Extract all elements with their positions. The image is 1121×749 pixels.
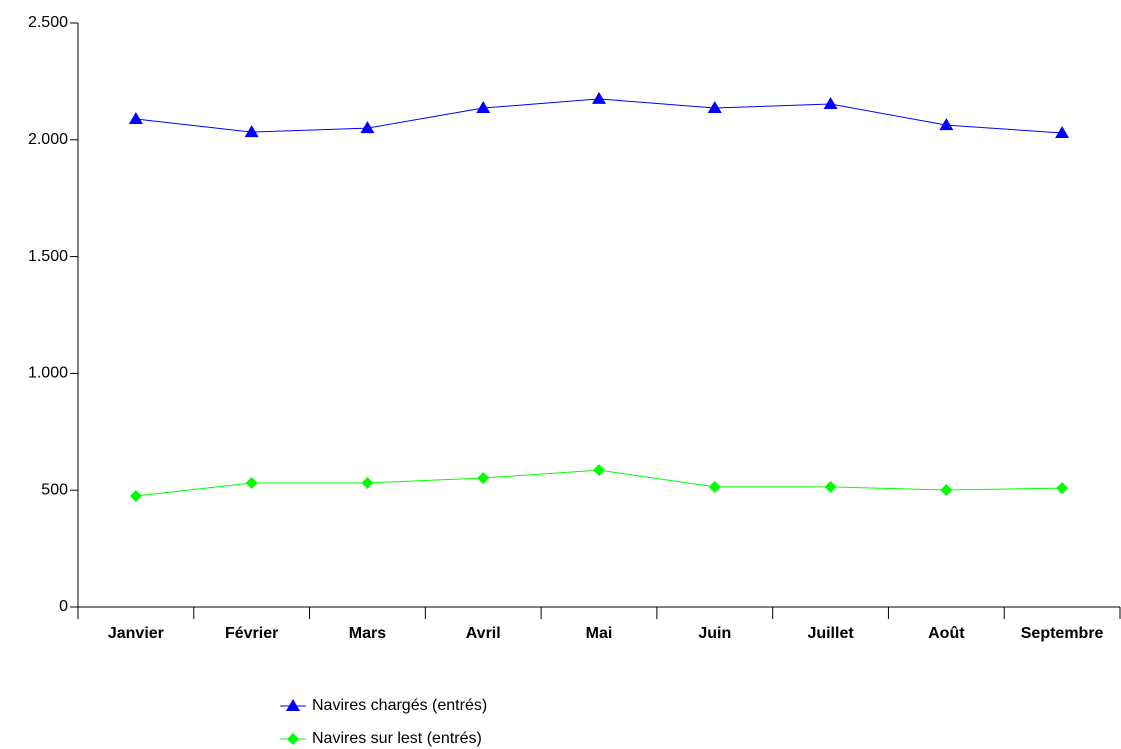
x-tick-label: Août (928, 625, 965, 642)
marker (245, 476, 258, 489)
marker (360, 121, 375, 134)
x-tick-label: Février (225, 625, 278, 642)
legend-label: Navires sur lest (entrés) (312, 730, 482, 747)
marker (1056, 482, 1069, 495)
marker (823, 97, 838, 110)
y-tick-label: 2.000 (28, 131, 68, 148)
x-tick-label: Juin (698, 625, 731, 642)
y-tick-label: 500 (41, 481, 68, 498)
marker (824, 480, 837, 493)
marker (708, 480, 721, 493)
marker (476, 101, 491, 114)
marker (244, 125, 259, 138)
x-tick-label: Septembre (1021, 625, 1104, 642)
x-tick-label: Avril (466, 625, 501, 642)
marker (361, 476, 374, 489)
marker (128, 112, 143, 125)
legend-marker (286, 699, 300, 711)
legend-label: Navires chargés (entrés) (312, 697, 487, 714)
series-line (135, 98, 1063, 134)
marker (707, 101, 722, 114)
marker (477, 472, 490, 485)
x-tick-label: Juillet (807, 625, 854, 642)
marker (592, 91, 606, 104)
y-tick-label: 1.000 (28, 365, 68, 382)
marker (1055, 126, 1070, 139)
legend-marker (287, 733, 299, 745)
x-tick-label: Janvier (108, 625, 164, 642)
marker (940, 483, 953, 496)
y-tick-label: 0 (59, 598, 68, 615)
marker (129, 490, 142, 503)
marker (939, 118, 954, 131)
x-tick-label: Mars (349, 625, 386, 642)
x-tick-label: Mai (586, 625, 613, 642)
y-tick-label: 2.500 (28, 14, 68, 31)
y-tick-label: 1.500 (28, 248, 68, 265)
marker (593, 464, 605, 477)
